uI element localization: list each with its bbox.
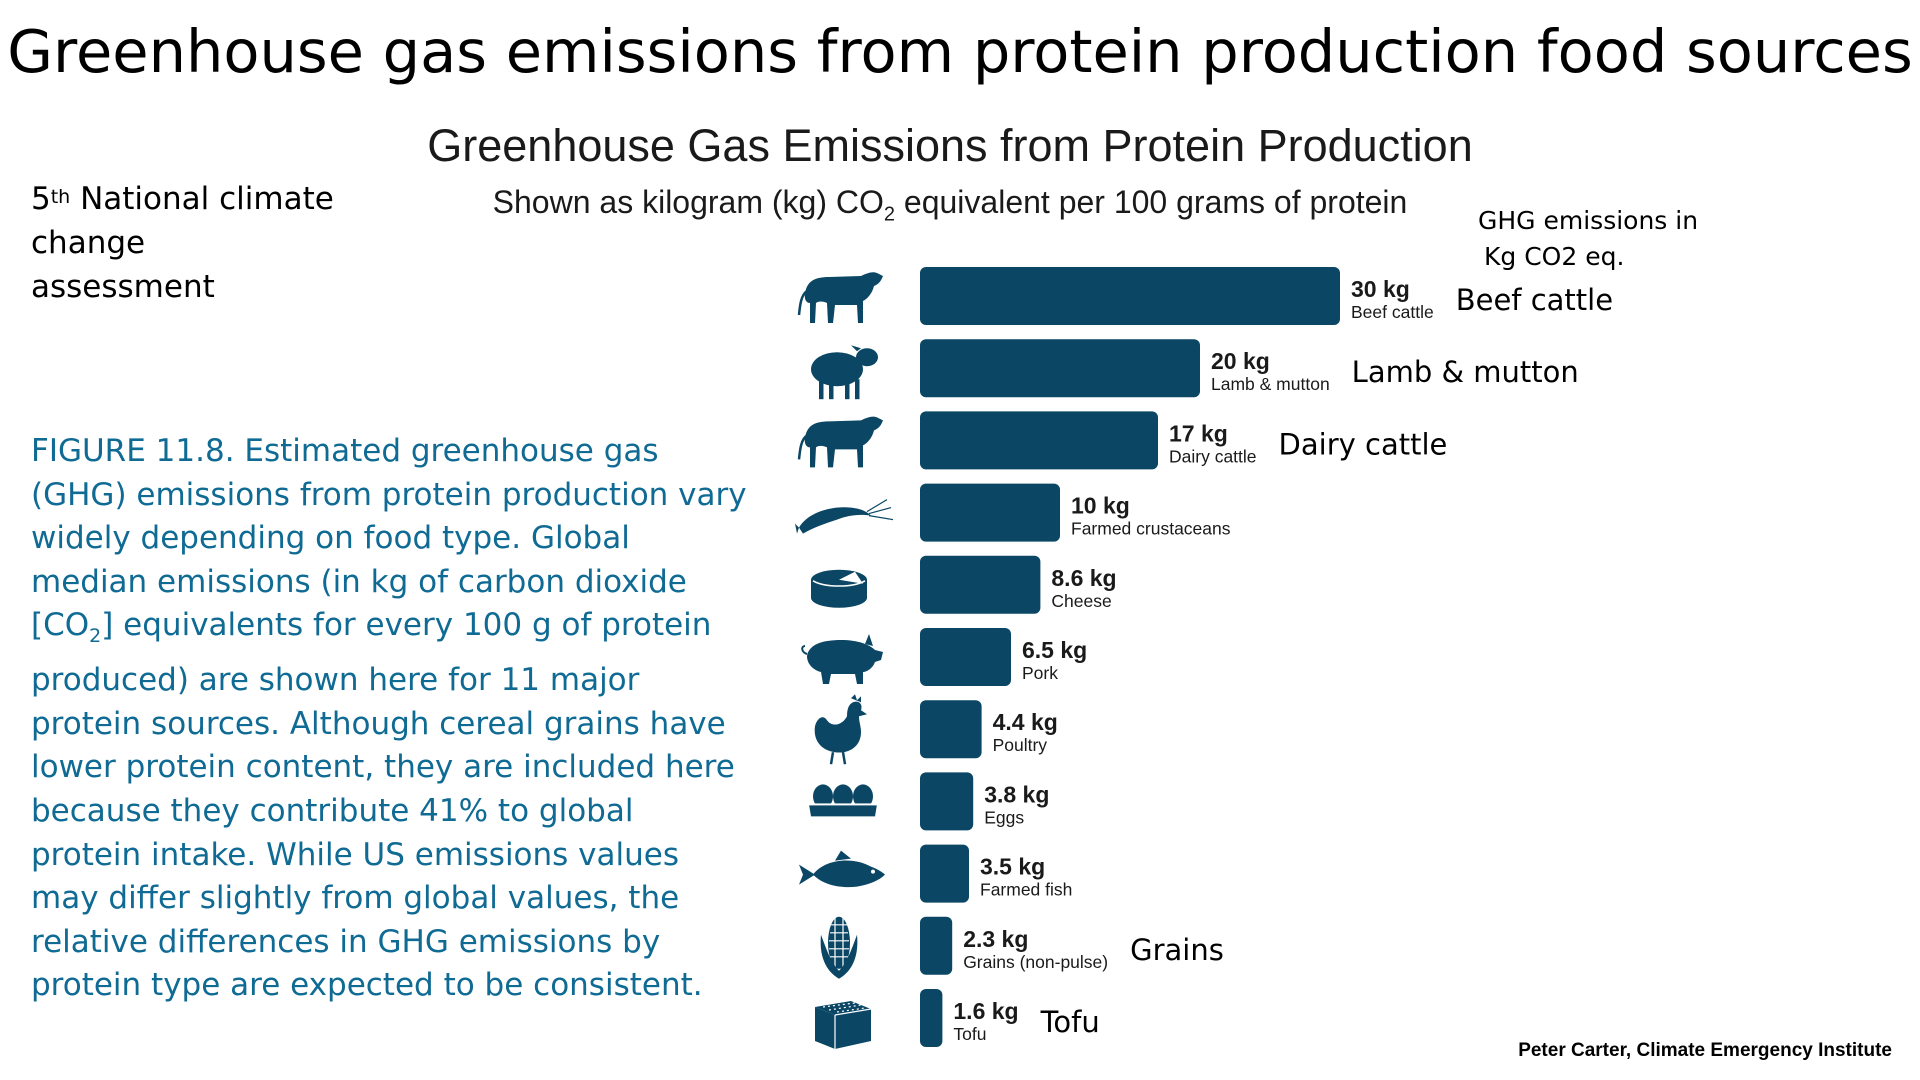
- category-label: Beef cattle: [1351, 302, 1434, 322]
- ghg-units-note-line1: GHG emissions in: [1478, 206, 1699, 235]
- annotation-label: Dairy cattle: [1279, 427, 1448, 461]
- fish-icon: [799, 850, 885, 888]
- category-label: Tofu: [953, 1024, 986, 1044]
- ghg-units-note: GHG emissions in Kg CO2 eq.: [1478, 203, 1708, 275]
- data-label-value: 10 kg: [1071, 493, 1130, 519]
- bar: [920, 267, 1340, 325]
- category-label: Farmed crustaceans: [1071, 519, 1231, 539]
- chart-subtitle-part2: equivalent per 100 grams of protein: [895, 184, 1408, 220]
- bar: [920, 700, 982, 759]
- category-label: Grains (non-pulse): [963, 952, 1108, 972]
- chart-subtitle-part1: Shown as kilogram (kg) CO: [492, 184, 884, 220]
- annotation-label: Beef cattle: [1456, 283, 1613, 317]
- bar: [920, 989, 943, 1047]
- sheep-icon: [811, 345, 878, 400]
- category-label: Pork: [1022, 663, 1058, 683]
- bar: [920, 555, 1041, 614]
- annotation-label: Lamb & mutton: [1352, 355, 1579, 389]
- data-label-value: 3.8 kg: [984, 781, 1049, 807]
- data-label-value: 3.5 kg: [980, 854, 1045, 880]
- category-label: Eggs: [984, 807, 1024, 827]
- eggs-icon: [809, 784, 877, 817]
- category-label: Dairy cattle: [1169, 446, 1257, 466]
- source-note: 5th National climate change assessment: [31, 177, 371, 309]
- pig-icon: [801, 634, 883, 684]
- source-note-ordinal: 5: [31, 181, 51, 217]
- category-label: Poultry: [993, 735, 1048, 755]
- bar: [920, 916, 953, 975]
- data-label-value: 1.6 kg: [953, 998, 1018, 1024]
- caption-text-part2: ] equivalents for every 100 g of protein…: [31, 607, 735, 1004]
- cow-icon: [797, 416, 883, 468]
- chart-subtitle-subscript: 2: [883, 203, 896, 226]
- category-label: Lamb & mutton: [1211, 374, 1330, 394]
- bar: [920, 844, 969, 903]
- caption-subscript: 2: [89, 625, 102, 648]
- data-label-value: 6.5 kg: [1022, 637, 1087, 663]
- data-label-value: 2.3 kg: [963, 926, 1028, 952]
- source-note-line1-text: National climate: [70, 181, 334, 217]
- annotation-label: Grains: [1130, 933, 1224, 967]
- ghg-units-note-line2: Kg CO2 eq.: [1484, 242, 1625, 271]
- credit: Peter Carter, Climate Emergency Institut…: [1518, 1040, 1892, 1061]
- slide-title: Greenhouse gas emissions from protein pr…: [7, 17, 1913, 86]
- data-label-value: 8.6 kg: [1051, 565, 1116, 591]
- chart-subtitle: Shown as kilogram (kg) CO2 equivalent pe…: [350, 182, 1550, 234]
- source-note-line2: change: [31, 225, 146, 261]
- chicken-icon: [814, 694, 867, 765]
- figure-caption: FIGURE 11.8. Estimated greenhouse gas (G…: [31, 430, 751, 1008]
- bar: [920, 772, 974, 831]
- data-label-value: 30 kg: [1351, 276, 1410, 302]
- bar: [920, 628, 1011, 686]
- bar: [920, 483, 1060, 542]
- cow-icon: [797, 272, 883, 323]
- annotation-label: Tofu: [1040, 1005, 1100, 1039]
- bar: [920, 339, 1200, 398]
- corn-icon: [820, 916, 858, 979]
- chart-title: Greenhouse Gas Emissions from Protein Pr…: [427, 120, 1473, 171]
- category-label: Cheese: [1051, 591, 1111, 611]
- tofu-icon: [815, 1001, 872, 1049]
- data-label-value: 20 kg: [1211, 348, 1270, 374]
- shrimp-icon: [795, 499, 894, 534]
- caption-text-part1: FIGURE 11.8. Estimated greenhouse gas (G…: [31, 433, 747, 644]
- bar: [920, 411, 1158, 470]
- source-note-superscript: th: [50, 186, 71, 208]
- source-note-line1: 5th National climate: [31, 177, 371, 221]
- data-label-value: 4.4 kg: [993, 709, 1058, 735]
- source-note-line3: assessment: [31, 269, 215, 305]
- category-label: Farmed fish: [980, 880, 1072, 900]
- cheese-icon: [811, 569, 867, 608]
- data-label-value: 17 kg: [1169, 420, 1228, 446]
